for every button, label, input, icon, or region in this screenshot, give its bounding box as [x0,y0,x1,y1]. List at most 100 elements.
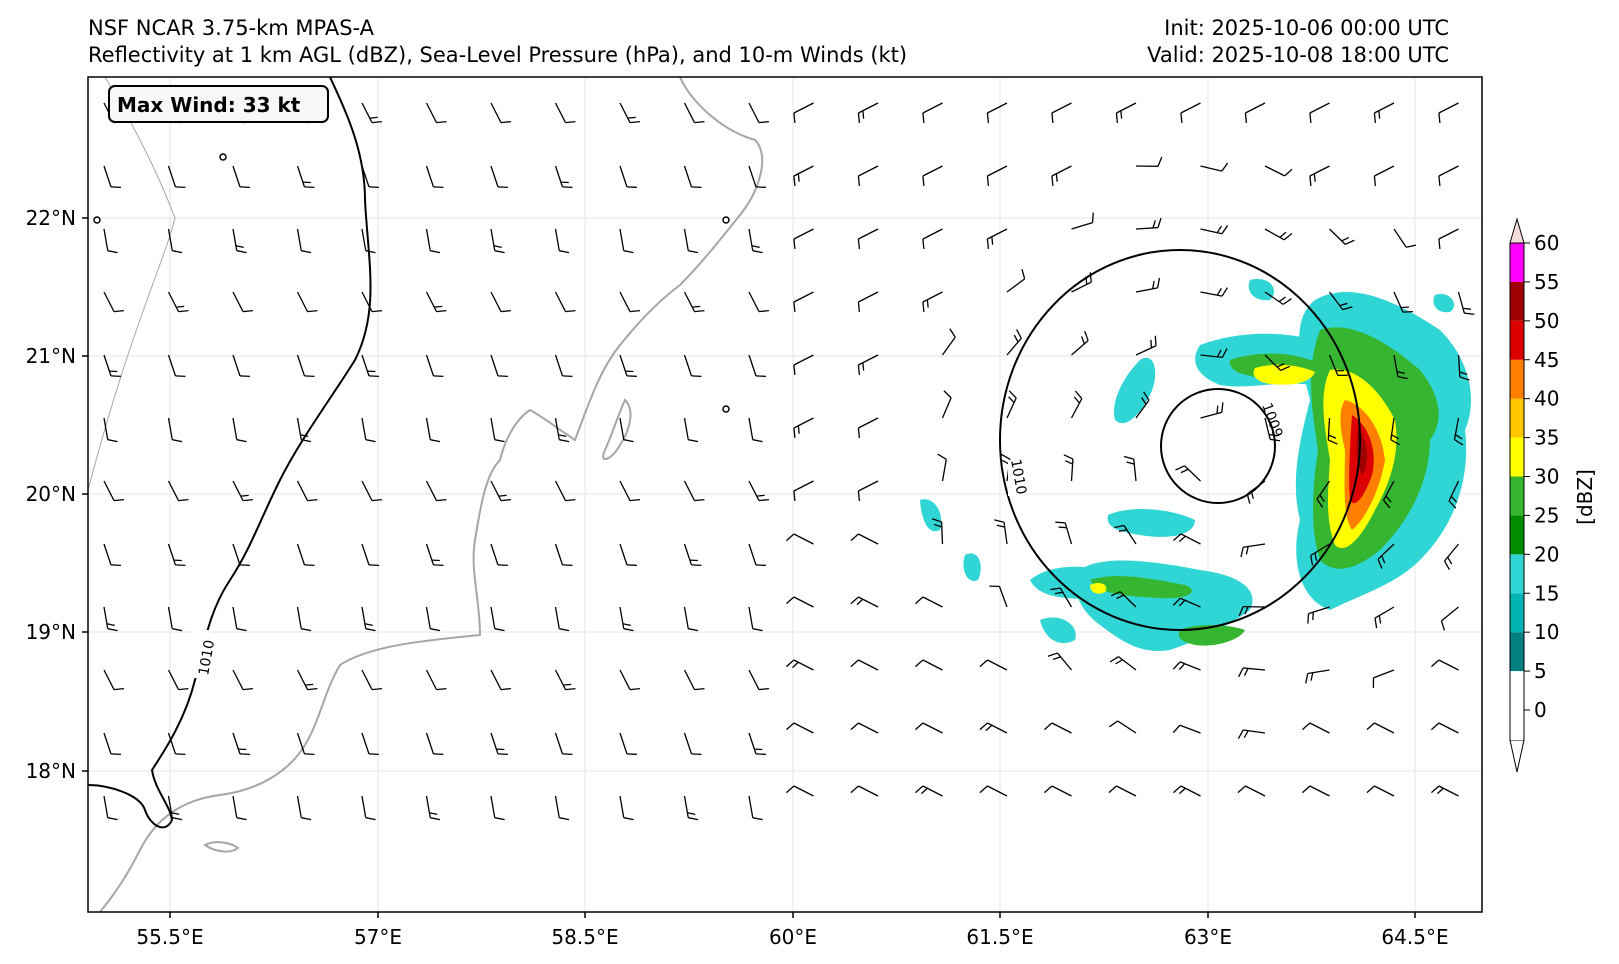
wind-barb [683,669,705,691]
wind-barb [361,228,376,254]
model-title: NSF NCAR 3.75-km MPAS-A [88,16,375,40]
wind-barb [554,417,570,443]
wind-barb [748,732,766,756]
colorbar-segment [1510,437,1524,477]
wind-barb [103,669,125,691]
wind-barb [793,228,814,250]
wind-barb [167,354,186,378]
wind-barb [793,165,814,187]
wind-barb [619,543,637,567]
wind-barb [748,480,770,502]
wind-barb [748,669,770,691]
wind-barb [232,354,250,378]
fields-subtitle: Reflectivity at 1 km AGL (dBZ), Sea-Leve… [88,43,908,67]
reflectivity-yellow-north [1253,364,1315,385]
wind-barb [1200,402,1224,419]
wind-barb [232,795,247,821]
y-tick-label: 22°N [26,206,76,230]
colorbar-segment [1510,281,1524,321]
reflectivity-cell-far-east [1433,293,1455,313]
wind-barb [857,480,879,502]
wind-barb [296,291,318,313]
wind-barb [915,659,943,671]
wind-barb [361,291,383,313]
wind-barb [793,417,814,439]
wind-barb [1109,656,1137,671]
wind-barb [619,417,634,443]
wind-barb [1175,465,1201,482]
wind-barb [361,669,383,691]
wind-barb [103,291,125,313]
colorbar-tick-label: 45 [1534,348,1559,372]
colorbar-segment-below [1510,710,1524,740]
wind-barb [931,518,944,545]
wind-barb [1006,329,1022,356]
wind-barb [554,165,573,189]
wind-barb [986,102,1008,124]
wind-barb [425,606,441,632]
wind-barbs [103,102,1475,821]
reflectivity-cell-ne [1248,279,1274,301]
wind-barb [1200,287,1228,297]
wind-barb [103,417,118,443]
wind-barb [554,669,576,691]
wind-barb [941,390,952,419]
wind-barb [786,533,814,545]
wind-barb [1366,722,1395,734]
wind-barb [1264,291,1292,305]
wind-barb [1309,165,1330,187]
wind-barb [1393,291,1413,313]
wind-barb [1051,102,1072,124]
wind-barb [425,417,441,443]
wind-barb [619,228,634,254]
title-block-right: Init: 2025-10-06 00:00 UTC Valid: 2025-1… [1147,15,1449,69]
wind-barb [232,480,254,502]
wind-barb [793,480,814,502]
wind-barb [296,732,315,756]
wind-barb [941,328,956,356]
wind-barb [554,291,576,313]
wind-barb [748,543,766,567]
colorbar-label: [dBZ] [1573,469,1597,525]
wind-barb [103,354,121,378]
isobar-label-bg [193,630,211,678]
wind-barb [619,165,637,189]
wind-barb [361,795,376,821]
wind-barb [167,669,189,691]
wind-barb [425,795,441,821]
wind-barb [1050,587,1073,608]
reflectivity-cell-west [920,499,942,532]
wind-barb [1110,591,1137,608]
colorbar-segment [1510,632,1524,672]
reflectivity-cell-sw [1040,617,1076,644]
wind-barb [232,732,250,756]
wind-barb [748,417,763,443]
y-axis: 22°N 21°N 20°N 19°N 18°N [26,206,88,783]
colorbar-segment [1510,554,1524,594]
wind-barb [554,354,573,378]
wind-barb [103,543,121,567]
wind-barb [490,795,505,821]
wind-barb [793,102,814,124]
wind-barb [1114,524,1137,545]
wind-barb [1302,722,1330,734]
colorbar-segment [1510,671,1524,710]
title-block-left: NSF NCAR 3.75-km MPAS-A Reflectivity at … [88,15,907,69]
wind-barb [296,543,315,567]
wind-barb [850,659,879,671]
wind-barb [554,732,573,756]
wind-barb [1264,165,1293,177]
wind-barb [793,291,814,313]
wind-barb [683,606,699,632]
wind-barb [683,795,699,821]
wind-barb [1305,669,1330,684]
wind-barb [683,228,699,254]
reflectivity-yellow-sw [1090,582,1107,594]
reflectivity-field [920,279,1472,651]
wind-barb [683,480,705,502]
wind-barb [1431,659,1459,671]
wind-barb [1063,454,1074,482]
wind-barb [1108,785,1137,797]
wind-barb [361,417,376,443]
